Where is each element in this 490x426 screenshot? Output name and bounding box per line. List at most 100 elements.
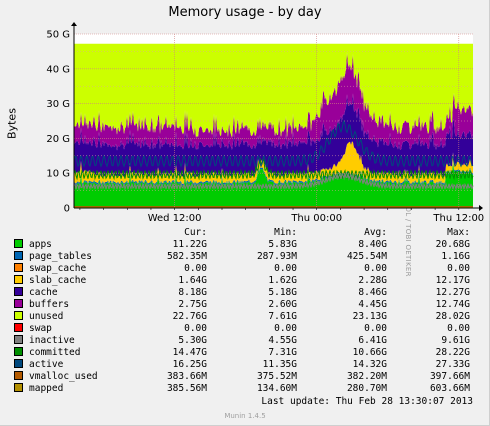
legend-swatch [14,371,23,380]
line-active [73,119,474,168]
legend-row: unused 22.76G 7.61G 23.13G 28.02G [14,311,480,323]
legend-series-name: page_tables [29,251,92,262]
legend-min-value: 7.31G [268,347,297,358]
legend-avg-value: 14.32G [352,359,387,370]
legend-label: slab_cache [14,275,126,287]
legend-max-value: 28.02G [435,311,470,322]
legend-row: page_tables 582.35M 287.93M 425.54M 1.16G [14,251,480,263]
legend-label: mapped [14,383,126,395]
legend-cur-value: 383.66M [166,371,207,382]
legend-swatch [14,335,23,344]
legend-label: vmalloc_used [14,371,126,383]
legend-avg-value: 280.70M [346,383,387,394]
legend-swatch [14,323,23,332]
y-tick-label: 0 [64,204,70,215]
legend-min-value: 2.60G [268,299,297,310]
legend-min-value: 11.35G [262,359,297,370]
legend-row: mapped 385.56M 134.60M 280.70M 603.66M [14,383,480,395]
area-page-tables [74,160,473,186]
legend-label: swap [14,323,126,335]
legend-max-value: 0.00 [447,263,470,274]
legend-swatch [14,299,23,308]
x-tick-label: Wed 12:00 [148,213,202,224]
legend-series-name: cache [29,287,58,298]
legend-row: inactive 5.30G 4.55G 6.41G 9.61G [14,335,480,347]
legend-swatch [14,251,23,260]
legend-header-cur: Cur: [184,227,207,238]
legend-min-value: 0.00 [274,323,297,334]
legend-max-value: 0.00 [447,323,470,334]
x-axis-arrow [479,205,483,211]
legend-avg-value: 4.45G [358,299,387,310]
legend-min-value: 375.52M [256,371,297,382]
legend-cur-value: 2.75G [178,299,207,310]
legend-avg-value: 0.00 [364,263,387,274]
legend-cur-value: 8.18G [178,287,207,298]
legend-series-name: unused [29,311,64,322]
legend-cur-value: 582.35M [166,251,207,262]
x-tick-label: Thu 00:00 [290,213,342,224]
legend-series-name: inactive [29,335,75,346]
legend-header-avg: Avg: [364,227,387,238]
y-tick-label: 50 G [46,30,70,41]
legend-cur-value: 16.25G [172,359,207,370]
legend-swatch [14,347,23,356]
area-unused [74,43,473,138]
legend-max-value: 397.66M [429,371,470,382]
legend-row: swap_cache 0.00 0.00 0.00 0.00 [14,263,480,275]
legend-min-value: 4.55G [268,335,297,346]
legend-max-value: 12.74G [435,299,470,310]
legend-avg-value: 8.46G [358,287,387,298]
legend-max-value: 12.27G [435,287,470,298]
legend-cur-value: 0.00 [184,263,207,274]
legend-swatch [14,263,23,272]
legend-series-name: apps [29,239,52,250]
y-tick-label: 30 G [46,99,70,110]
chart-title: Memory usage - by day [168,5,322,20]
legend-min-value: 5.18G [268,287,297,298]
legend-row: cache 8.18G 5.18G 8.46G 12.27G [14,287,480,299]
line-committed [73,156,474,181]
legend-series-name: slab_cache [29,275,87,286]
legend-avg-value: 2.28G [358,275,387,286]
legend-series-name: swap [29,323,52,334]
legend-label: swap_cache [14,263,126,275]
legend-avg-value: 8.40G [358,239,387,250]
legend-min-value: 134.60M [256,383,297,394]
legend-min-value: 7.61G [268,311,297,322]
legend-min-value: 0.00 [274,263,297,274]
legend-row: buffers 2.75G 2.60G 4.45G 12.74G [14,299,480,311]
legend-row: committed 14.47G 7.31G 10.66G 28.22G [14,347,480,359]
legend-cur-value: 11.22G [172,239,207,250]
legend-min-value: 287.93M [256,251,297,262]
legend-label: page_tables [14,251,126,263]
legend-swatch [14,311,23,320]
legend-label: committed [14,347,126,359]
legend-avg-value: 382.20M [346,371,387,382]
legend-avg-value: 425.54M [346,251,387,262]
munin-version: Munin 1.4.5 [224,412,266,420]
legend-header-min: Min: [274,227,297,238]
legend-label: unused [14,311,126,323]
legend-max-value: 603.66M [429,383,470,394]
legend-series-name: active [29,359,64,370]
legend-label: active [14,359,126,371]
legend-label: apps [14,239,126,251]
legend-max-value: 12.17G [435,275,470,286]
legend-series-name: committed [29,347,81,358]
legend-series-name: vmalloc_used [29,371,98,382]
legend-min-value: 1.62G [268,275,297,286]
y-tick-label: 20 G [46,134,70,145]
legend-table: Cur: Min: Avg: Max: apps 11.22G 5.83G 8.40G… [14,227,480,395]
legend-swatch [14,287,23,296]
area-buffers [74,52,473,151]
legend-avg-value: 23.13G [352,311,387,322]
legend-cur-value: 14.47G [172,347,207,358]
legend-label: inactive [14,335,126,347]
x-tick-label: Thu 12:00 [432,213,484,224]
legend-max-value: 20.68G [435,239,470,250]
legend-swatch [14,275,23,284]
legend-header-row: Cur: Min: Avg: Max: [14,227,480,239]
legend-swatch [14,383,23,392]
legend-header-max: Max: [447,227,470,238]
